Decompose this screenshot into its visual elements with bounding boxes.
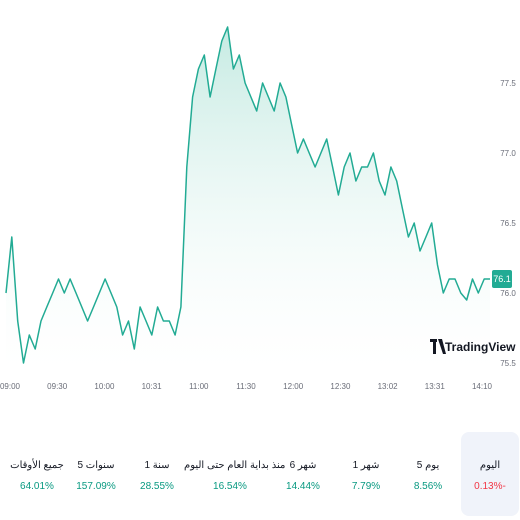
x-tick-label: 14:10 (472, 382, 493, 391)
x-tick-label: 09:00 (0, 382, 21, 391)
period-label: منذ بداية العام حتى اليوم (184, 460, 286, 471)
period-change-value: 157.09% (76, 481, 116, 492)
x-tick-label: 09:30 (47, 382, 68, 391)
x-tick-label: 11:30 (236, 382, 256, 391)
x-tick-label: 12:00 (283, 382, 304, 391)
period-change-value: 0.13%- (474, 481, 506, 492)
period-label: 5 سنوات (77, 460, 115, 471)
x-tick-label: 12:30 (330, 382, 351, 391)
y-tick-label: 77.0 (500, 149, 516, 158)
y-tick-label: 76.0 (500, 289, 516, 298)
y-tick-label: 76.5 (500, 219, 516, 228)
price-line (5, 26, 490, 364)
tradingview-logo-text: TradingView (445, 340, 516, 354)
last-price-badge: 76.1 (492, 270, 512, 288)
period-label: 1 سنة (144, 460, 170, 471)
x-axis: 09:00 09:30 10:00 10:31 11:00 11:30 12:00 12:30… (0, 382, 493, 391)
price-chart[interactable]: 77.5 77.0 76.5 76.0 75.5 09:00 09:30 10:00 10:3… (0, 0, 520, 400)
period-tab[interactable]: 5 يوم 8.56% (400, 432, 456, 512)
period-tab[interactable]: 5 سنوات 157.09% (68, 432, 124, 512)
period-label: 5 يوم (416, 460, 440, 471)
period-change-value: 8.56% (413, 481, 443, 492)
x-tick-label: 11:00 (189, 382, 209, 391)
y-tick-label: 77.5 (500, 79, 516, 88)
period-change-value: 64.01% (20, 481, 54, 492)
price-area (6, 27, 490, 370)
period-performance-bar: اليوم 0.13%- 5 يوم 8.56% 1 شهر 7.79% 6 شهر 14.4… (0, 432, 520, 520)
tradingview-watermark[interactable]: TradingView (430, 339, 516, 354)
period-change-value: 7.79% (351, 481, 381, 492)
period-change-value: 14.44% (286, 481, 320, 492)
period-tab[interactable]: اليوم 0.13%- (461, 432, 519, 516)
period-tab[interactable]: جميع الأوقات 64.01% (2, 432, 72, 512)
x-tick-label: 10:00 (94, 382, 115, 391)
x-tick-label: 10:31 (142, 382, 163, 391)
period-tab[interactable]: 1 سنة 28.55% (129, 432, 185, 512)
x-tick-label: 13:31 (425, 382, 446, 391)
period-change-value: 16.54% (213, 481, 247, 492)
period-tab[interactable]: منذ بداية العام حتى اليوم 16.54% (184, 432, 286, 512)
y-axis: 77.5 77.0 76.5 76.0 75.5 (500, 79, 516, 368)
tradingview-logo-icon (430, 339, 446, 354)
period-tab[interactable]: 6 شهر 14.44% (275, 432, 331, 512)
period-change-value: 28.55% (140, 481, 174, 492)
period-label: 1 شهر (352, 460, 380, 471)
period-label: جميع الأوقات (10, 460, 64, 471)
y-tick-label: 75.5 (500, 359, 516, 368)
period-label: اليوم (479, 460, 501, 471)
last-price-label: 76.1 (493, 274, 511, 284)
x-tick-label: 13:02 (378, 382, 399, 391)
period-tab[interactable]: 1 شهر 7.79% (338, 432, 394, 512)
period-label: 6 شهر (289, 460, 317, 471)
